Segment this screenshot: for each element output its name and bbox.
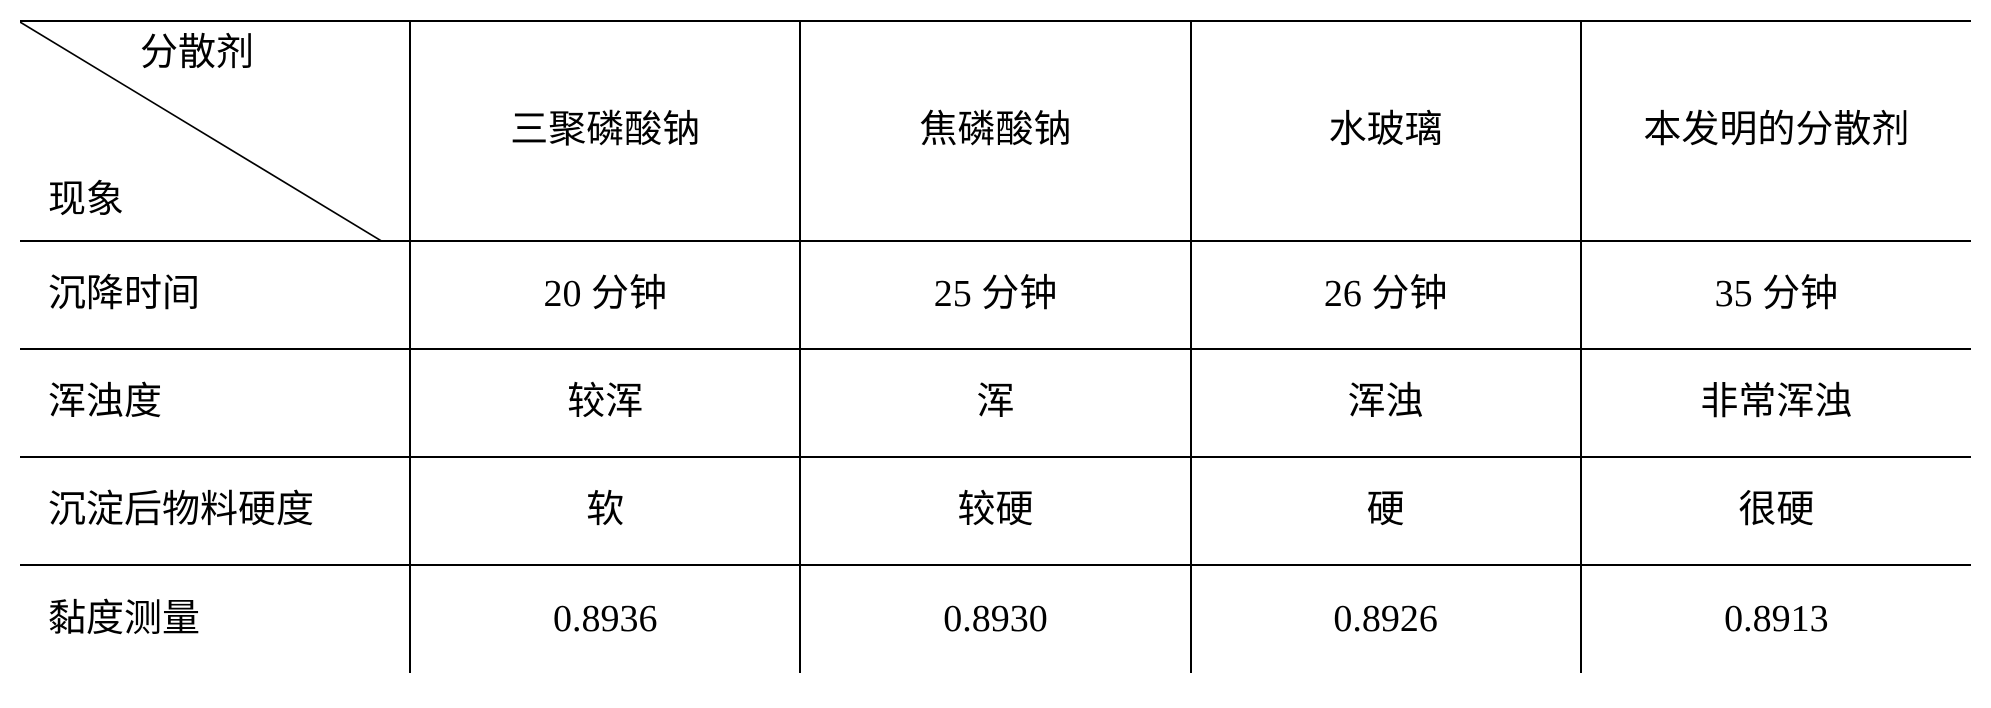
cell: 35 分钟 bbox=[1581, 241, 1971, 349]
row-label: 沉淀后物料硬度 bbox=[20, 457, 410, 565]
cell: 较硬 bbox=[800, 457, 1190, 565]
col-header-2: 水玻璃 bbox=[1191, 21, 1581, 241]
comparison-table-container: 分散剂 现象 三聚磷酸钠 焦磷酸钠 水玻璃 本发明的分散剂 沉降时间 20 分钟… bbox=[20, 20, 1971, 673]
cell: 25 分钟 bbox=[800, 241, 1190, 349]
header-row-axis-label: 现象 bbox=[48, 175, 124, 226]
row-label: 黏度测量 bbox=[20, 565, 410, 673]
cell: 0.8930 bbox=[800, 565, 1190, 673]
cell: 26 分钟 bbox=[1191, 241, 1581, 349]
cell: 浑浊 bbox=[1191, 349, 1581, 457]
cell: 20 分钟 bbox=[410, 241, 800, 349]
cell: 较浑 bbox=[410, 349, 800, 457]
cell: 很硬 bbox=[1581, 457, 1971, 565]
cell: 非常浑浊 bbox=[1581, 349, 1971, 457]
row-label: 沉降时间 bbox=[20, 241, 410, 349]
cell: 软 bbox=[410, 457, 800, 565]
table-row: 浑浊度 较浑 浑 浑浊 非常浑浊 bbox=[20, 349, 1971, 457]
cell: 硬 bbox=[1191, 457, 1581, 565]
header-col-axis-label: 分散剂 bbox=[140, 28, 254, 79]
cell: 0.8913 bbox=[1581, 565, 1971, 673]
row-label: 浑浊度 bbox=[20, 349, 410, 457]
cell: 0.8936 bbox=[410, 565, 800, 673]
diagonal-header-cell: 分散剂 现象 bbox=[20, 21, 410, 241]
comparison-table: 分散剂 现象 三聚磷酸钠 焦磷酸钠 水玻璃 本发明的分散剂 沉降时间 20 分钟… bbox=[20, 20, 1971, 673]
col-header-1: 焦磷酸钠 bbox=[800, 21, 1190, 241]
cell: 浑 bbox=[800, 349, 1190, 457]
table-row: 沉降时间 20 分钟 25 分钟 26 分钟 35 分钟 bbox=[20, 241, 1971, 349]
cell: 0.8926 bbox=[1191, 565, 1581, 673]
col-header-3: 本发明的分散剂 bbox=[1581, 21, 1971, 241]
table-row: 沉淀后物料硬度 软 较硬 硬 很硬 bbox=[20, 457, 1971, 565]
table-row: 黏度测量 0.8936 0.8930 0.8926 0.8913 bbox=[20, 565, 1971, 673]
header-row: 分散剂 现象 三聚磷酸钠 焦磷酸钠 水玻璃 本发明的分散剂 bbox=[20, 21, 1971, 241]
col-header-0: 三聚磷酸钠 bbox=[410, 21, 800, 241]
